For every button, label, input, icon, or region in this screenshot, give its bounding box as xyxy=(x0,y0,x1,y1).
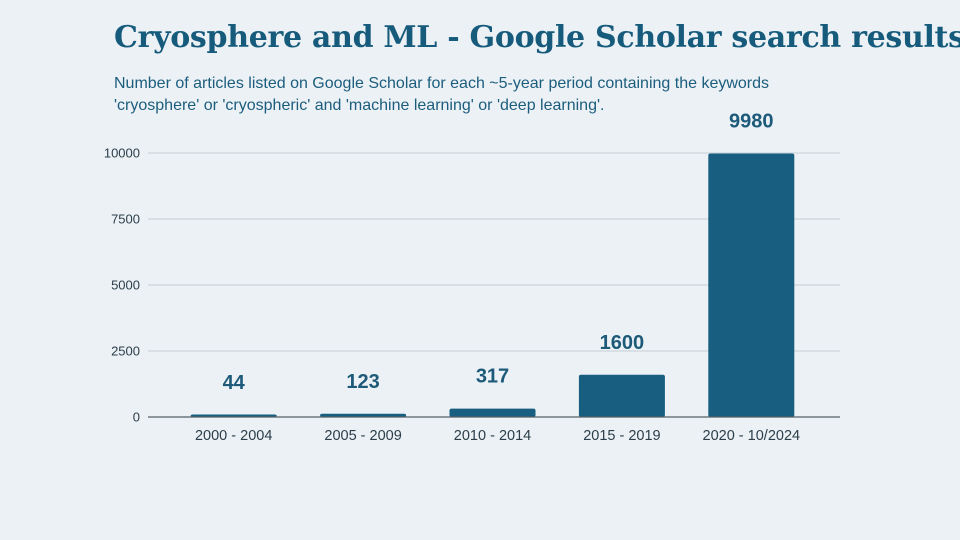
x-axis-categories: 2000 - 2004 2005 - 2009 2010 - 2014 2015 - … xyxy=(195,428,800,444)
y-tick-label: 0 xyxy=(133,410,140,425)
bar xyxy=(708,153,795,417)
bar xyxy=(320,413,407,417)
x-category-label: 2000 - 2004 xyxy=(195,428,272,444)
x-category-label: 2020 - 10/2024 xyxy=(703,428,801,444)
data-label: 123 xyxy=(346,371,379,393)
x-category-label: 2015 - 2019 xyxy=(583,428,660,444)
y-tick-label: 2500 xyxy=(111,344,140,359)
bar xyxy=(190,414,277,417)
bars xyxy=(190,153,795,417)
y-tick-label: 5000 xyxy=(111,278,140,293)
bar xyxy=(449,408,536,417)
chart-title: Cryosphere and ML - Google Scholar searc… xyxy=(114,20,960,55)
bar xyxy=(578,374,665,417)
x-category-label: 2010 - 2014 xyxy=(454,428,531,444)
x-category-label: 2005 - 2009 xyxy=(324,428,401,444)
y-axis-ticks: 0 2500 5000 7500 10000 xyxy=(104,146,140,425)
y-tick-label: 7500 xyxy=(111,212,140,227)
data-labels: 44 123 317 1600 9980 xyxy=(223,111,774,394)
data-label: 44 xyxy=(223,372,246,394)
y-tick-label: 10000 xyxy=(104,146,140,161)
data-label: 1600 xyxy=(600,332,645,354)
data-label: 317 xyxy=(476,366,509,388)
chart-subtitle: Number of articles listed on Google Scho… xyxy=(114,75,770,114)
data-label: 9980 xyxy=(729,111,774,133)
